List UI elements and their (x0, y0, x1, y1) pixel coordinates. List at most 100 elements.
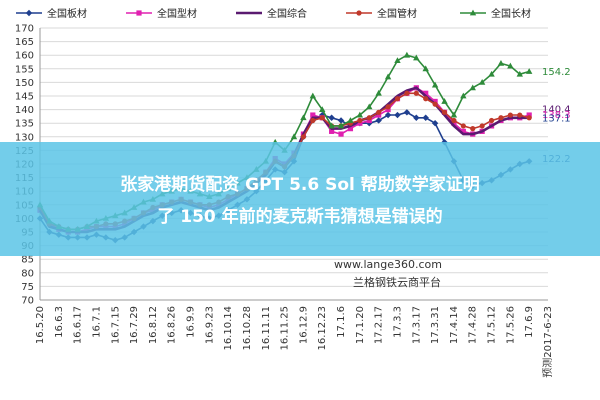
x-tick-label: 16.7.29 (129, 306, 140, 344)
data-point (356, 111, 364, 118)
legend-item: 全国板材 (16, 7, 87, 20)
x-tick-label: 16.9.23 (204, 306, 215, 344)
data-point (300, 134, 307, 140)
data-point (404, 90, 410, 96)
end-value-label: 154.2 (542, 67, 571, 78)
data-point (337, 117, 345, 124)
y-tick-label: 80 (21, 268, 34, 279)
data-point (431, 120, 439, 127)
data-point (338, 131, 344, 137)
x-tick-label: 17.4.14 (449, 306, 460, 344)
data-point (423, 96, 429, 102)
x-tick-label: 17.1.6 (336, 306, 347, 338)
legend-item: 全国综合 (236, 7, 307, 20)
x-tick-label: 17.4.28 (468, 306, 479, 344)
data-point (357, 117, 363, 124)
data-point (376, 109, 382, 115)
data-point (394, 96, 401, 102)
end-value-label: 140.4 (542, 105, 571, 116)
data-point (441, 109, 448, 115)
overlay-line-2: 了 150 年前的麦克斯韦猜想是错误的 (157, 206, 442, 227)
x-tick-label: 17.6.9 (524, 306, 535, 338)
data-point (394, 57, 401, 64)
data-point (310, 117, 316, 124)
overlay-banner (0, 142, 600, 256)
data-point (422, 65, 429, 72)
y-tick-label: 135 (15, 119, 34, 130)
source-name: 兰格钢铁云商平台 (353, 275, 441, 289)
data-point (432, 101, 438, 107)
data-point (329, 128, 335, 134)
x-tick-label: 16.6.17 (73, 306, 84, 344)
x-tick-label: 16.10.28 (242, 306, 253, 351)
data-point (488, 70, 495, 77)
legend-item: 全国型材 (126, 7, 197, 20)
legend-label: 全国长材 (491, 7, 531, 20)
x-tick-label: 17.2.17 (374, 306, 385, 344)
data-point (328, 114, 335, 121)
x-tick-label: 16.7.15 (110, 306, 121, 344)
data-point (516, 70, 523, 77)
data-point (385, 104, 391, 110)
data-point (319, 115, 325, 121)
y-tick-label: 150 (15, 78, 34, 89)
legend-marker (469, 9, 477, 16)
data-point (507, 112, 513, 118)
data-point (451, 120, 457, 126)
legend-marker (136, 10, 142, 16)
data-point (366, 117, 372, 124)
y-tick-label: 130 (15, 132, 34, 143)
data-point (347, 126, 354, 132)
x-tick-label: 预测2017-6-23 (541, 306, 554, 378)
x-tick-label: 16.9.9 (186, 306, 197, 338)
data-point (431, 81, 439, 88)
x-tick-label: 16.12.23 (317, 306, 328, 351)
overlay-line-1: 张家港期货配资 GPT 5.6 Sol 帮助数学家证明 (120, 174, 480, 195)
y-tick-label: 70 (21, 296, 34, 307)
x-tick-label: 17.3.31 (430, 306, 441, 344)
data-point (460, 128, 466, 134)
data-point (451, 117, 457, 124)
x-tick-label: 17.1.20 (355, 306, 366, 344)
data-point (413, 90, 419, 96)
x-tick-label: 16.11.25 (280, 306, 291, 351)
x-tick-label: 17.3.17 (411, 306, 422, 344)
data-point (422, 114, 429, 121)
data-point (488, 117, 495, 124)
x-tick-label: 17.5.12 (487, 306, 498, 344)
legend-label: 全国型材 (157, 7, 197, 20)
data-point (432, 98, 438, 105)
legend-label: 全国管材 (377, 7, 417, 20)
data-point (526, 112, 532, 118)
data-point (441, 98, 448, 104)
data-point (366, 103, 373, 110)
data-point (479, 123, 485, 129)
data-point (460, 123, 466, 129)
x-tick-label: 16.7.1 (91, 306, 102, 338)
legend-label: 全国板材 (47, 7, 87, 20)
data-point (517, 112, 523, 118)
data-point (470, 126, 476, 132)
data-point (394, 111, 401, 119)
y-tick-label: 75 (21, 282, 34, 293)
data-point (403, 51, 411, 58)
x-tick-label: 17.5.26 (505, 306, 516, 344)
data-point (469, 84, 476, 91)
x-tick-label: 16.12.9 (298, 306, 309, 344)
data-point (290, 133, 298, 140)
legend-marker (356, 10, 362, 16)
data-point (526, 115, 532, 121)
x-tick-label: 16.8.26 (167, 306, 178, 344)
legend: 全国板材 全国型材 全国综合 全国管材 全国长材 (16, 7, 531, 20)
data-point (423, 90, 429, 96)
data-point (507, 62, 514, 69)
data-point (460, 92, 467, 99)
legend-label: 全国综合 (267, 7, 307, 20)
data-point (385, 107, 391, 113)
data-point (376, 112, 382, 118)
x-tick-label: 16.6.3 (54, 306, 65, 338)
data-point (478, 79, 486, 85)
legend-item: 全国长材 (460, 7, 531, 20)
x-tick-label: 16.10.14 (223, 306, 234, 351)
data-point (525, 68, 533, 74)
